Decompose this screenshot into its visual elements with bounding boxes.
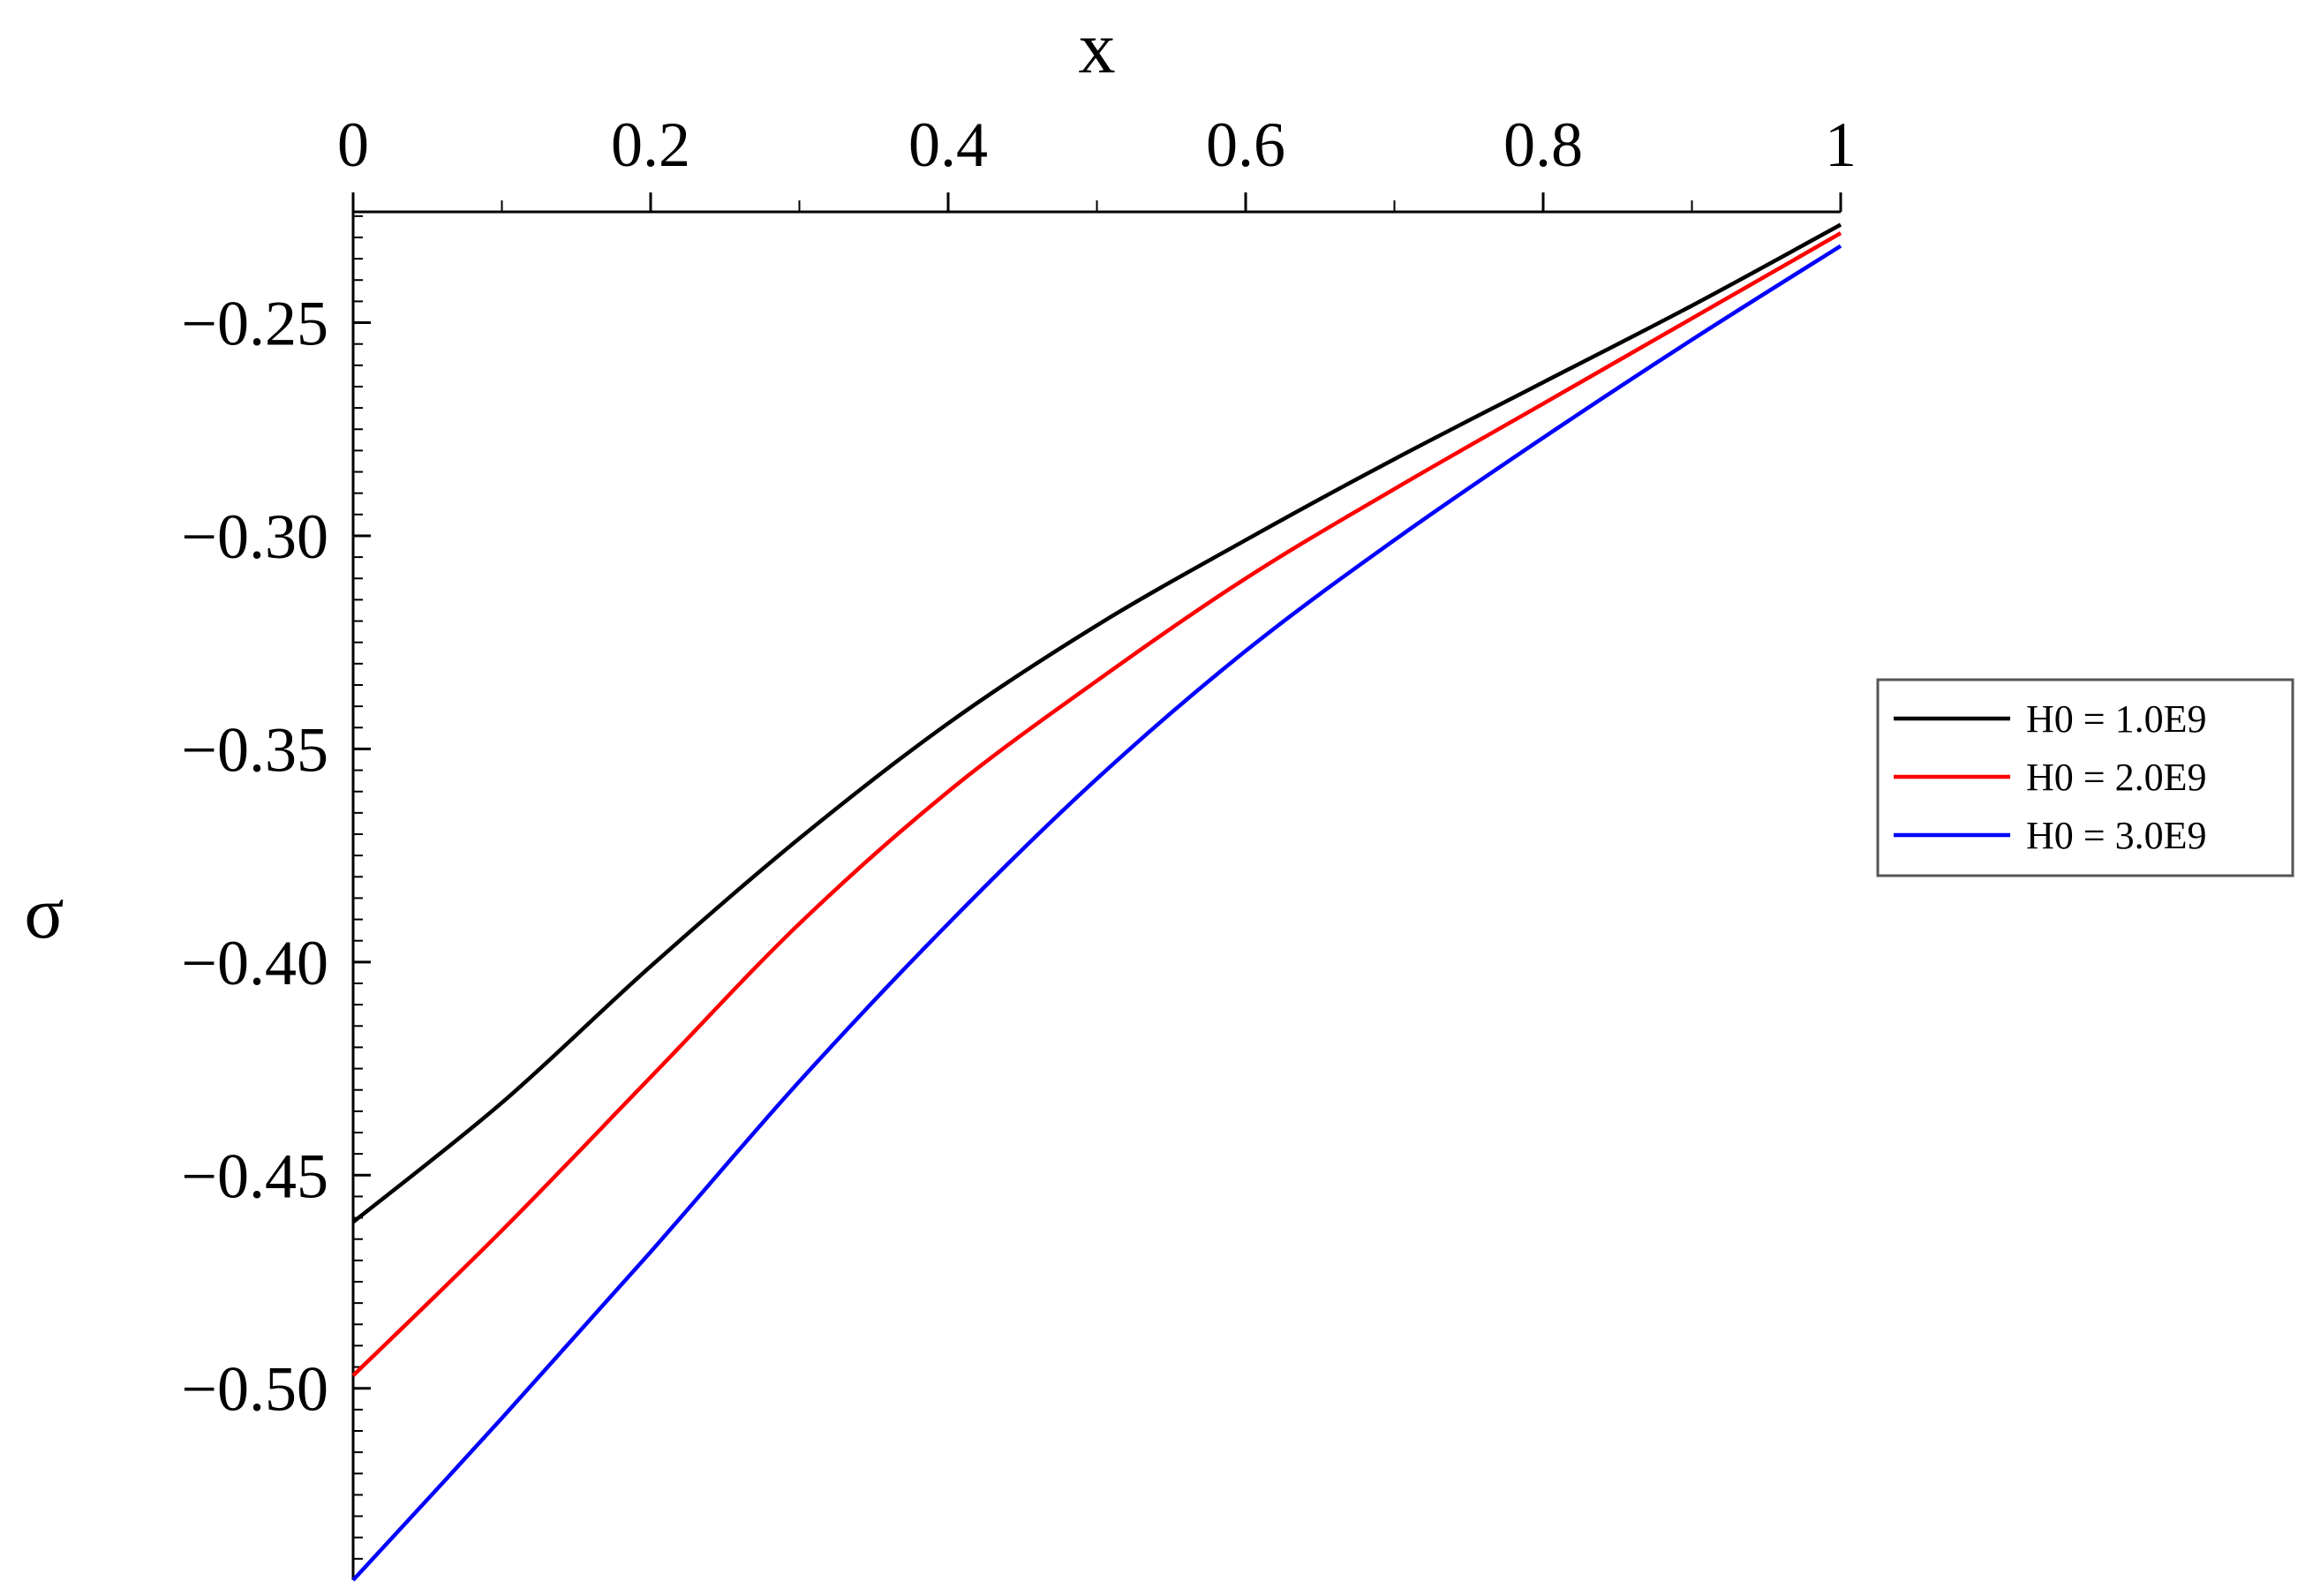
- y-tick-label: −0.35: [181, 714, 328, 785]
- x-tick-label: 0.6: [1206, 109, 1285, 180]
- series-line-1: [351, 222, 1842, 1224]
- y-tick-label: −0.45: [181, 1141, 328, 1211]
- legend-label: H0 = 2.0E9: [2026, 756, 2206, 799]
- x-tick-label: 0.8: [1503, 109, 1583, 180]
- y-axis-title: σ: [24, 872, 64, 954]
- legend-label: H0 = 3.0E9: [2026, 814, 2206, 857]
- y-tick-label: −0.30: [181, 501, 328, 572]
- legend: H0 = 1.0E9 H0 = 2.0E9 H0 = 3.0E9: [1876, 678, 2294, 877]
- x-axis-title: x: [1079, 7, 1116, 89]
- x-tick-label: 0.4: [908, 109, 988, 180]
- y-tick-label: −0.40: [181, 928, 328, 998]
- y-tick-label: −0.25: [181, 289, 328, 359]
- x-tick-label: 0: [337, 109, 369, 180]
- legend-label: H0 = 1.0E9: [2026, 697, 2206, 741]
- series-line-2: [351, 231, 1842, 1377]
- series-line-3: [351, 244, 1842, 1582]
- series-layer: [351, 222, 1842, 1582]
- y-tick-label: −0.50: [181, 1354, 328, 1425]
- axes: 0 0.2 0.4 0.6 0.8 1 −0.25 −0.30 −0.35 −0.40 −0.45 −…: [24, 7, 1857, 1580]
- x-tick-label: 1: [1825, 109, 1857, 180]
- x-tick-label: 0.2: [611, 109, 690, 180]
